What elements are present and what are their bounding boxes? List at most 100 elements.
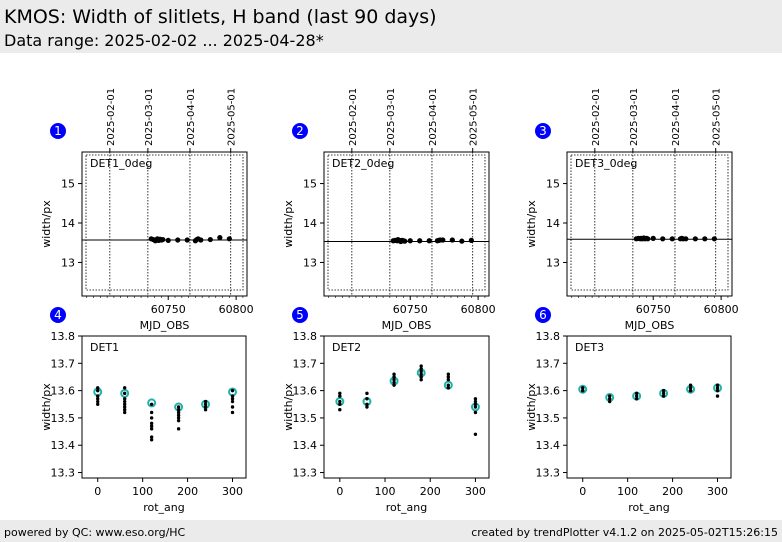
data-point xyxy=(217,235,223,241)
data-point xyxy=(175,237,181,243)
data-point xyxy=(446,375,451,379)
data-point xyxy=(230,388,235,393)
y-axis-label: width/px xyxy=(40,200,53,248)
data-point xyxy=(365,402,369,406)
data-point xyxy=(392,383,396,387)
data-point xyxy=(459,238,465,244)
panel-number: 5 xyxy=(296,308,304,322)
data-point xyxy=(122,408,127,412)
plot-frame xyxy=(566,151,733,297)
data-point xyxy=(688,388,693,393)
data-point xyxy=(149,435,154,439)
date-tick-label: 2025-02-01 xyxy=(591,88,602,146)
panel-number: 1 xyxy=(54,124,62,138)
data-point xyxy=(419,369,423,374)
data-point xyxy=(122,397,127,401)
data-point xyxy=(176,418,181,423)
data-point xyxy=(365,397,369,401)
average-marker xyxy=(578,384,588,394)
x-tick-label: 0 xyxy=(336,485,343,498)
data-point xyxy=(419,372,423,376)
y-tick-label: 13.5 xyxy=(293,412,318,425)
date-tick-label: 2025-05-01 xyxy=(469,88,480,146)
data-point xyxy=(149,402,154,406)
panel-number: 2 xyxy=(296,124,304,138)
plot-frame xyxy=(81,335,247,479)
y-tick-label: 13.8 xyxy=(293,330,318,343)
panel-label: DET2 xyxy=(332,341,361,354)
date-tick-label: 2025-02-01 xyxy=(106,88,117,146)
data-point xyxy=(645,236,651,242)
data-point xyxy=(165,237,171,243)
panel-badge xyxy=(535,123,551,139)
data-point xyxy=(226,236,232,242)
data-point xyxy=(419,367,423,371)
x-tick-label: 60800 xyxy=(461,303,496,316)
data-point xyxy=(426,238,432,244)
data-point xyxy=(473,410,478,415)
panel-badge xyxy=(50,307,66,323)
data-point xyxy=(449,237,455,243)
x-tick-label: 100 xyxy=(375,485,396,498)
page-subtitle: Data range: 2025-02-02 ... 2025-04-28* xyxy=(4,31,324,50)
x-tick-label: 60750 xyxy=(151,303,186,316)
data-point xyxy=(446,372,451,376)
data-point xyxy=(634,394,639,398)
data-point xyxy=(419,377,423,382)
date-tick-label: 2025-02-01 xyxy=(348,88,359,146)
data-point xyxy=(203,405,208,409)
x-tick-label: 100 xyxy=(132,485,153,498)
data-point xyxy=(473,399,478,404)
y-tick-label: 13.8 xyxy=(536,330,561,343)
data-point xyxy=(392,372,396,376)
x-tick-label: 100 xyxy=(617,485,638,498)
panel-label: DET3 xyxy=(575,341,604,354)
data-point xyxy=(660,236,666,242)
x-axis-label: rot_ang xyxy=(143,501,185,514)
data-point xyxy=(203,408,208,412)
data-point xyxy=(160,236,166,243)
y-tick-label: 13 xyxy=(546,256,560,269)
data-point xyxy=(176,408,181,412)
data-point xyxy=(176,416,181,420)
y-tick-label: 13.6 xyxy=(51,385,76,398)
data-point xyxy=(122,405,127,409)
data-point xyxy=(473,397,478,401)
x-tick-label: 200 xyxy=(420,485,441,498)
data-point xyxy=(122,391,127,396)
data-point xyxy=(149,416,154,420)
x-tick-label: 60800 xyxy=(704,303,739,316)
data-point xyxy=(634,391,639,396)
x-axis-label: MJD_OBS xyxy=(625,319,675,332)
y-tick-label: 14 xyxy=(303,217,317,230)
data-point xyxy=(392,377,396,382)
page-title: KMOS: Width of slitlets, H band (last 90… xyxy=(4,6,437,28)
data-point xyxy=(230,397,235,401)
data-point xyxy=(607,397,612,401)
data-point xyxy=(96,402,100,406)
y-tick-label: 15 xyxy=(546,178,560,191)
data-point xyxy=(446,377,451,382)
data-point xyxy=(230,394,235,398)
data-point xyxy=(203,402,208,406)
data-point xyxy=(392,375,396,379)
data-point xyxy=(688,386,693,390)
date-tick-label: 2025-05-01 xyxy=(712,88,723,146)
x-tick-label: 300 xyxy=(222,485,243,498)
data-point xyxy=(446,386,451,390)
y-tick-label: 13.4 xyxy=(293,439,318,452)
data-point xyxy=(338,394,342,398)
data-point xyxy=(176,405,181,409)
data-point xyxy=(402,238,408,244)
footer-created: created by trendPlotter v4.1.2 on 2025-0… xyxy=(471,526,778,539)
data-point xyxy=(473,405,478,409)
panel-label: DET2_0deg xyxy=(332,157,394,170)
x-tick-label: 0 xyxy=(579,485,586,498)
data-point xyxy=(230,405,235,409)
data-point xyxy=(702,236,708,242)
data-point xyxy=(634,397,639,401)
data-point xyxy=(122,386,127,390)
panel-number: 4 xyxy=(54,308,62,322)
data-point xyxy=(581,388,585,393)
data-point xyxy=(473,432,478,437)
